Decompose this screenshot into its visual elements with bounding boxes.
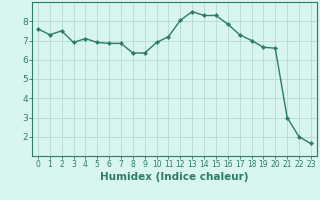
- X-axis label: Humidex (Indice chaleur): Humidex (Indice chaleur): [100, 172, 249, 182]
